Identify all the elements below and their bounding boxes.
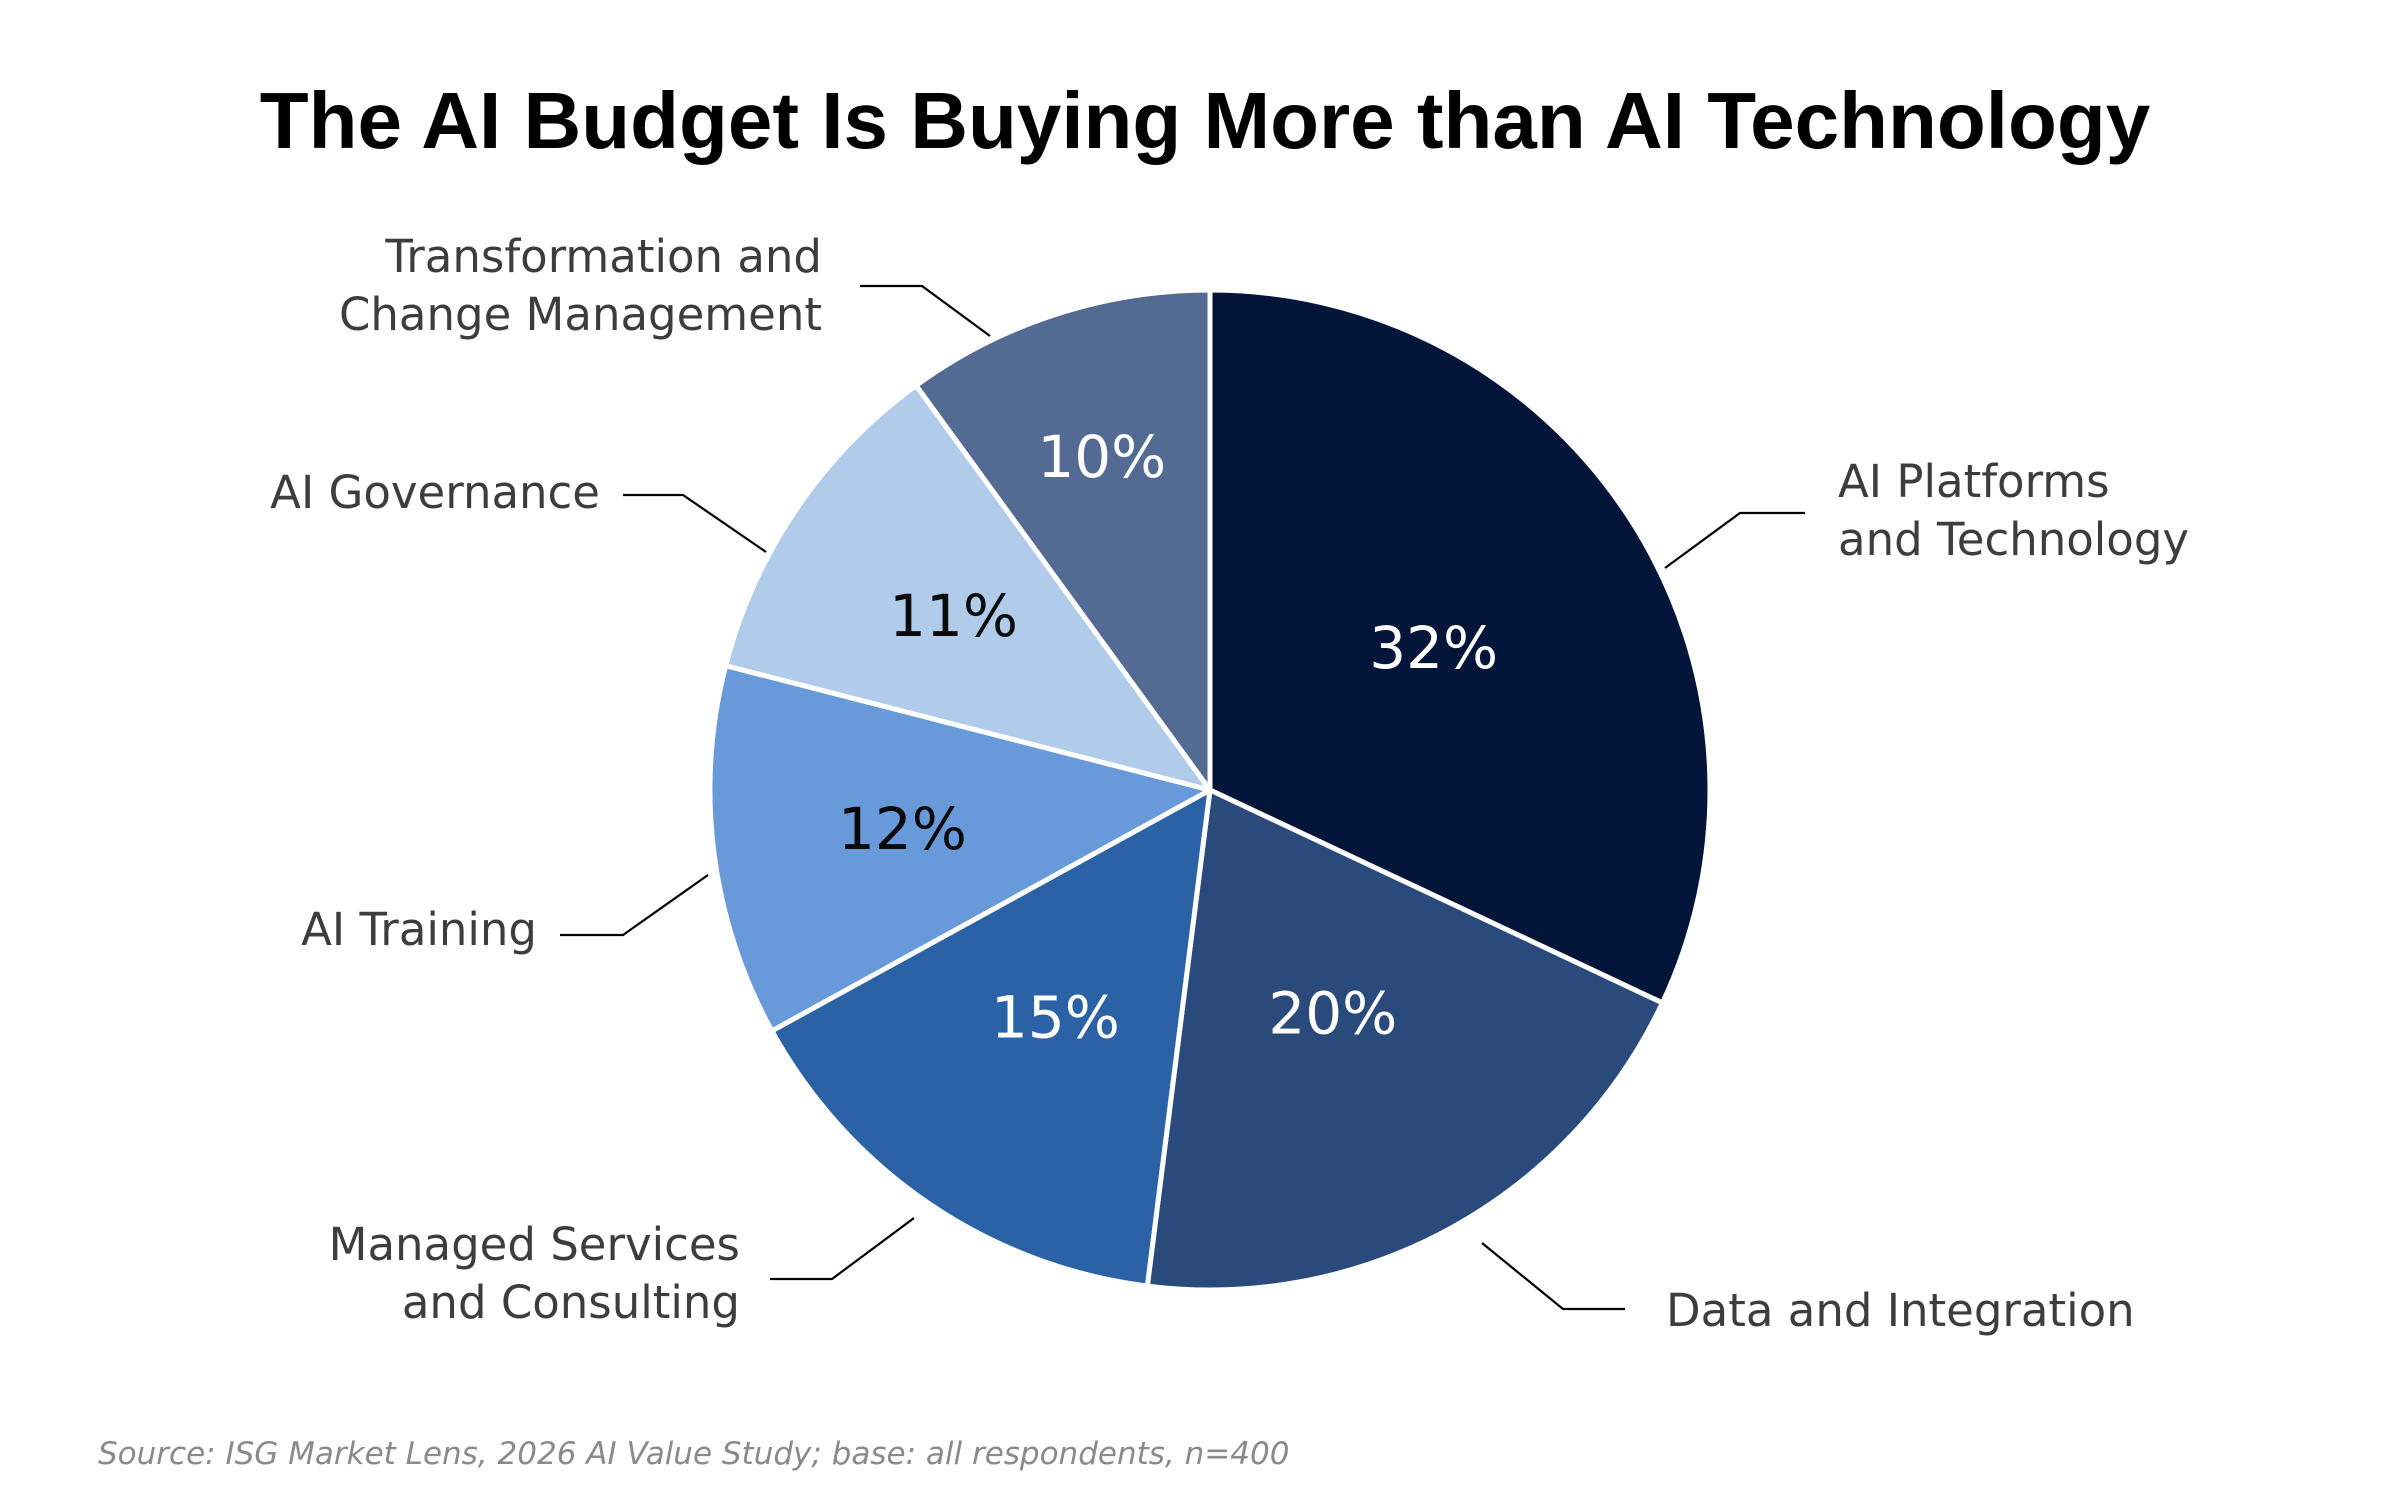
leader-lines bbox=[560, 284, 1805, 1311]
category-label-line: AI Platforms bbox=[1838, 455, 2110, 508]
leader-line-ai-training bbox=[560, 874, 709, 937]
pie-slice-managed-services-and-consulting bbox=[769, 787, 1213, 1289]
pie-slice-ai-platforms-and-technology bbox=[1207, 287, 1713, 1006]
leader-line-ai-platforms-and-technology bbox=[1664, 511, 1805, 569]
value-label-managed-services-and-consulting: 15% bbox=[991, 983, 1120, 1051]
category-label-ai-governance: AI Governance bbox=[270, 466, 600, 519]
category-label-line: and Technology bbox=[1838, 513, 2189, 566]
value-labels: 32% 20% 15% 12% 11% 10% bbox=[838, 423, 1498, 1051]
leader-line-ai-governance bbox=[623, 493, 767, 553]
leader-line-managed-services-and-consulting bbox=[770, 1217, 915, 1281]
value-label-ai-platforms-and-technology: 32% bbox=[1369, 614, 1498, 682]
category-label-line: AI Training bbox=[301, 903, 537, 956]
category-label-line: Transformation and bbox=[384, 230, 822, 283]
value-label-ai-training: 12% bbox=[838, 795, 967, 863]
pie-slice-ai-governance bbox=[723, 382, 1213, 793]
category-label-managed-services-and-consulting: Managed Services and Consulting bbox=[329, 1218, 740, 1329]
category-label-transformation-and-change-management: Transformation and Change Management bbox=[339, 230, 822, 341]
leader-line-data-and-integration bbox=[1481, 1242, 1625, 1311]
chart-title: The AI Budget Is Buying More than AI Tec… bbox=[260, 76, 2151, 165]
category-labels: AI Platforms and Technology Data and Integ… bbox=[270, 230, 2189, 1337]
leader-line-transformation-and-change-management bbox=[860, 284, 991, 337]
pie-slice-ai-training bbox=[707, 663, 1213, 1034]
category-label-line: and Consulting bbox=[402, 1276, 740, 1329]
category-label-ai-training: AI Training bbox=[301, 903, 537, 956]
pie-slices bbox=[707, 287, 1713, 1293]
category-label-line: Managed Services bbox=[329, 1218, 740, 1271]
value-label-ai-governance: 11% bbox=[889, 582, 1018, 650]
category-label-data-and-integration: Data and Integration bbox=[1666, 1284, 2135, 1337]
category-label-line: AI Governance bbox=[270, 466, 600, 519]
value-label-transformation-and-change-management: 10% bbox=[1037, 423, 1166, 491]
category-label-line: Data and Integration bbox=[1666, 1284, 2135, 1337]
category-label-ai-platforms-and-technology: AI Platforms and Technology bbox=[1838, 455, 2189, 566]
source-note: Source: ISG Market Lens, 2026 AI Value S… bbox=[98, 1436, 1289, 1472]
pie-slice-data-and-integration bbox=[1144, 787, 1665, 1293]
pie-slice-transformation-and-change-management bbox=[913, 287, 1213, 793]
value-label-data-and-integration: 20% bbox=[1268, 980, 1397, 1048]
category-label-line: Change Management bbox=[339, 288, 822, 341]
